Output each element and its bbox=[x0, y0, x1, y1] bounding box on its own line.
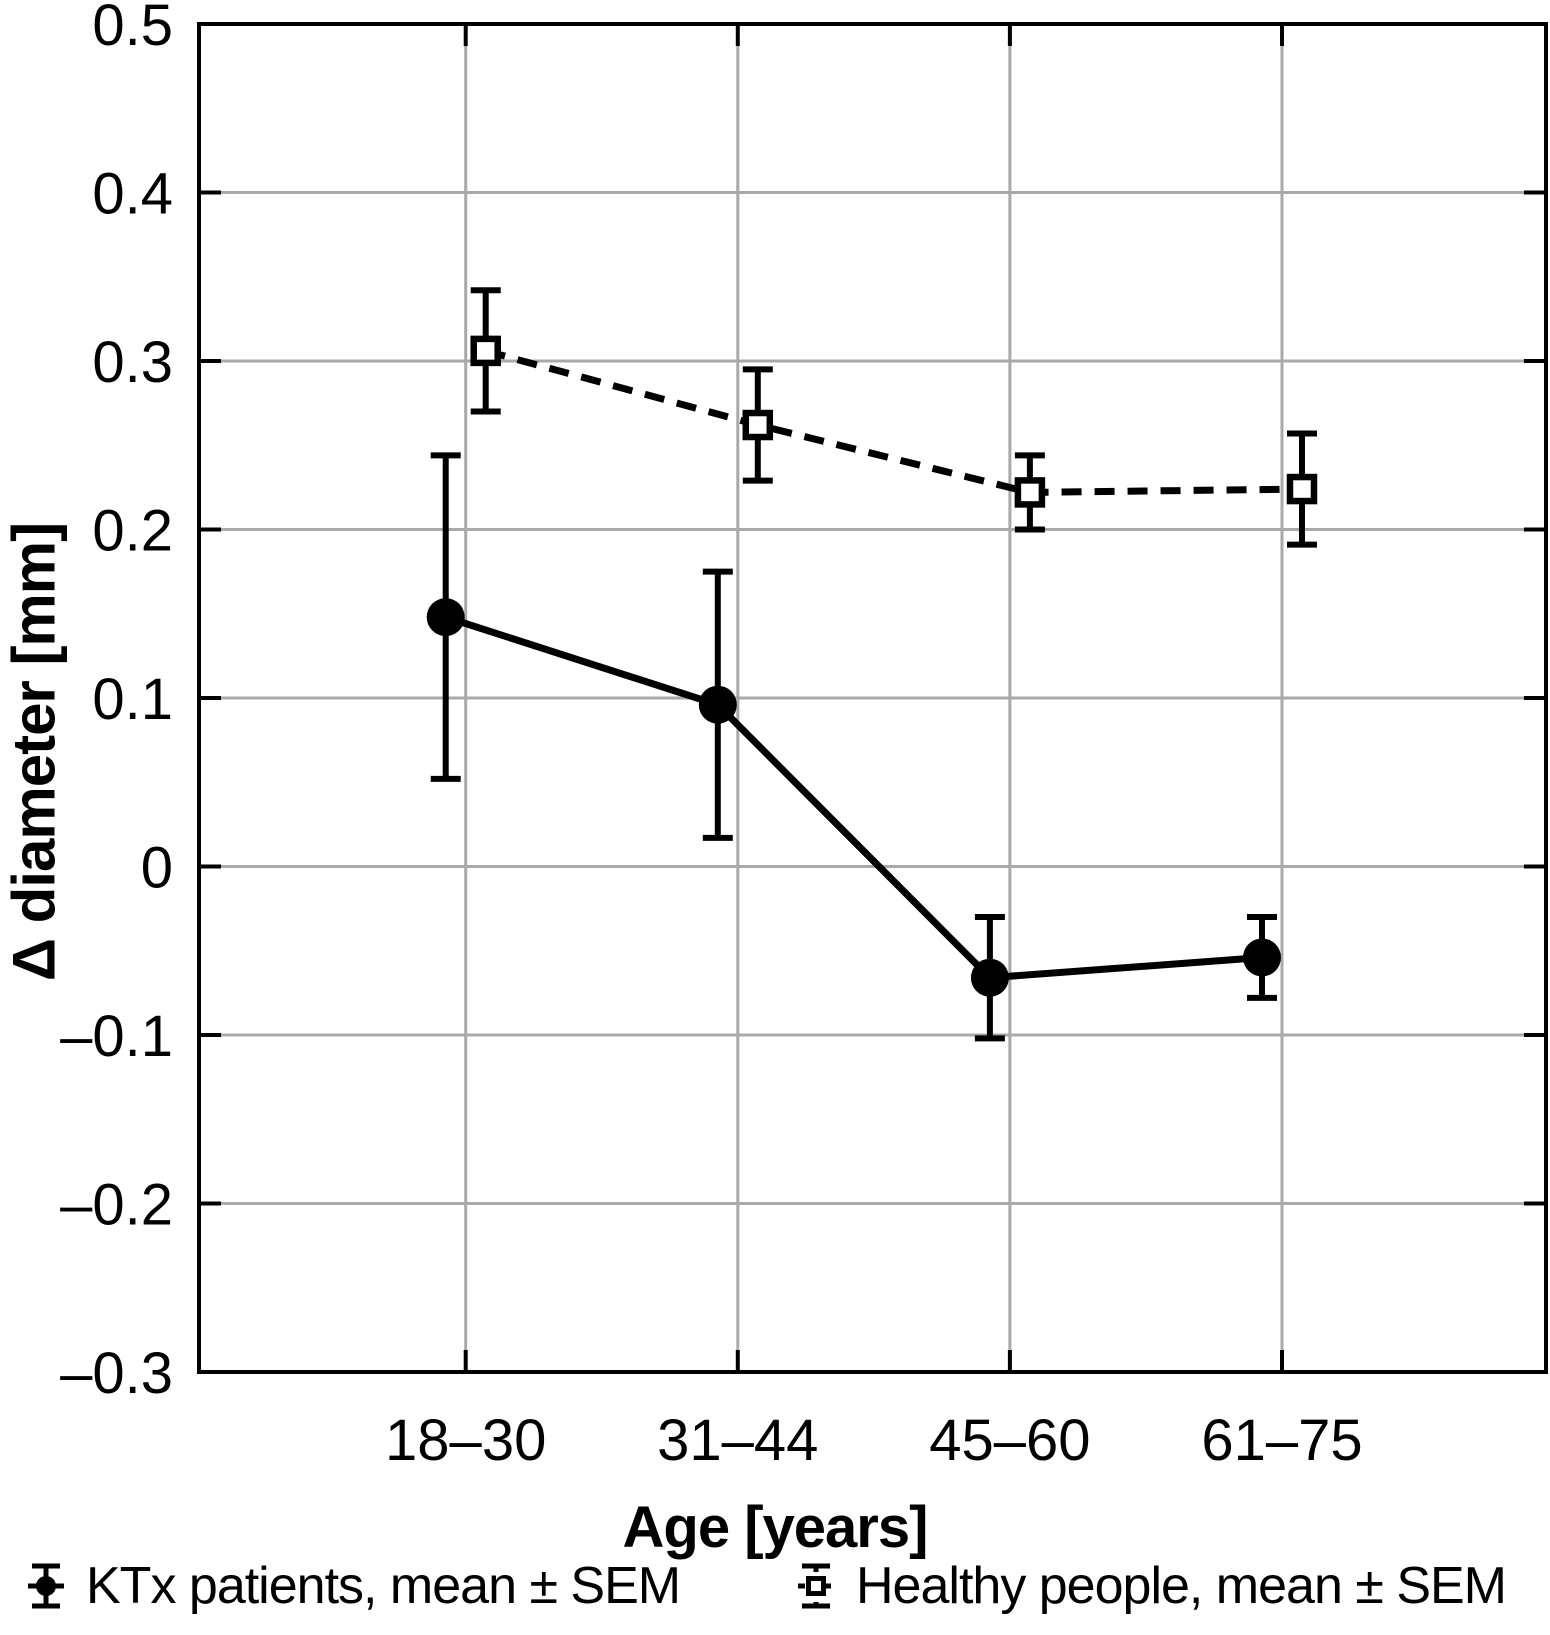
y-tick-label: 0.2 bbox=[92, 498, 173, 563]
legend-label-healthy: Healthy people, mean ± SEM bbox=[856, 1557, 1507, 1615]
y-tick-label: 0.5 bbox=[92, 0, 173, 58]
legend-item-ktx: KTx patients, mean ± SEM bbox=[28, 1556, 681, 1616]
healthy-point-marker bbox=[1286, 473, 1318, 505]
ktx-line bbox=[444, 613, 1263, 982]
y-tick-label: 0.1 bbox=[92, 667, 173, 732]
x-axis-title: Age [years] bbox=[622, 1495, 929, 1560]
healthy-point-marker bbox=[1014, 477, 1046, 508]
ktx-point-marker bbox=[426, 598, 465, 637]
legend-label-ktx: KTx patients, mean ± SEM bbox=[86, 1557, 681, 1615]
y-tick-label: 0 bbox=[141, 835, 173, 900]
legend: KTx patients, mean ± SEM Healthy people,… bbox=[0, 1556, 1550, 1616]
x-tick-label: 61–75 bbox=[1201, 1408, 1362, 1473]
healthy-point-marker bbox=[470, 335, 501, 367]
ktx-errorbar-marker-icon bbox=[28, 1563, 64, 1609]
y-tick-label: –0.3 bbox=[60, 1341, 173, 1406]
y-axis-title: Δ diameter [mm] bbox=[0, 522, 68, 982]
legend-item-healthy: Healthy people, mean ± SEM bbox=[798, 1556, 1507, 1616]
healthy-line bbox=[484, 347, 1303, 496]
y-tick-label: –0.2 bbox=[60, 1172, 173, 1237]
ktx-point-marker bbox=[970, 958, 1009, 997]
y-tick-label: –0.1 bbox=[60, 1004, 173, 1069]
healthy-point-marker bbox=[742, 409, 774, 441]
x-tick-label: 18–30 bbox=[385, 1408, 546, 1473]
y-tick-label: 0.3 bbox=[92, 330, 173, 395]
ktx-point-marker bbox=[1242, 938, 1281, 977]
x-tick-label: 31–44 bbox=[657, 1408, 818, 1473]
ktx-point-marker bbox=[698, 685, 737, 724]
healthy-errorbar-marker-icon bbox=[798, 1563, 834, 1609]
y-tick-label: 0.4 bbox=[92, 161, 173, 226]
x-tick-label: 45–60 bbox=[929, 1408, 1090, 1473]
